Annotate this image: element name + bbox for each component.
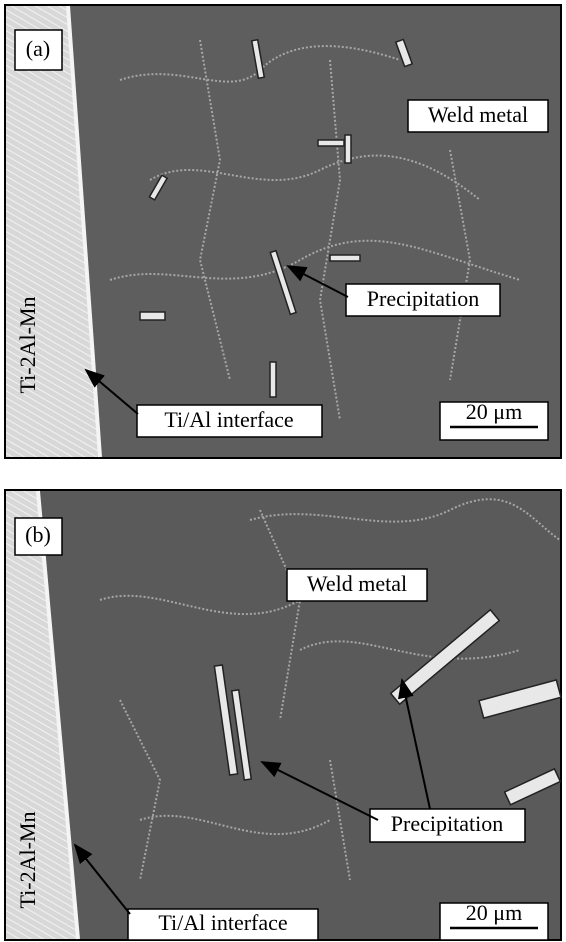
interface-label: Ti/Al interface [158,910,287,935]
panel-label: (b) [25,522,51,547]
micrograph-b [5,490,561,940]
feature-label: Precipitation [391,811,503,836]
base-label: Ti-2Al-Mn [15,297,40,394]
figure: (a) Weld metal Precipitation Ti/Al inter… [0,0,566,942]
interface-label: Ti/Al interface [164,407,293,432]
scale-label: 20 μm [466,399,522,424]
scale-label: 20 μm [466,900,522,925]
region-label: Weld metal [428,102,528,127]
page: (a) Weld metal Precipitation Ti/Al inter… [0,0,566,942]
micrograph-a [5,5,561,458]
feature-label: Precipitation [367,286,479,311]
base-label: Ti-2Al-Mn [15,812,40,909]
panel-label: (a) [26,36,50,61]
region-label: Weld metal [307,571,407,596]
